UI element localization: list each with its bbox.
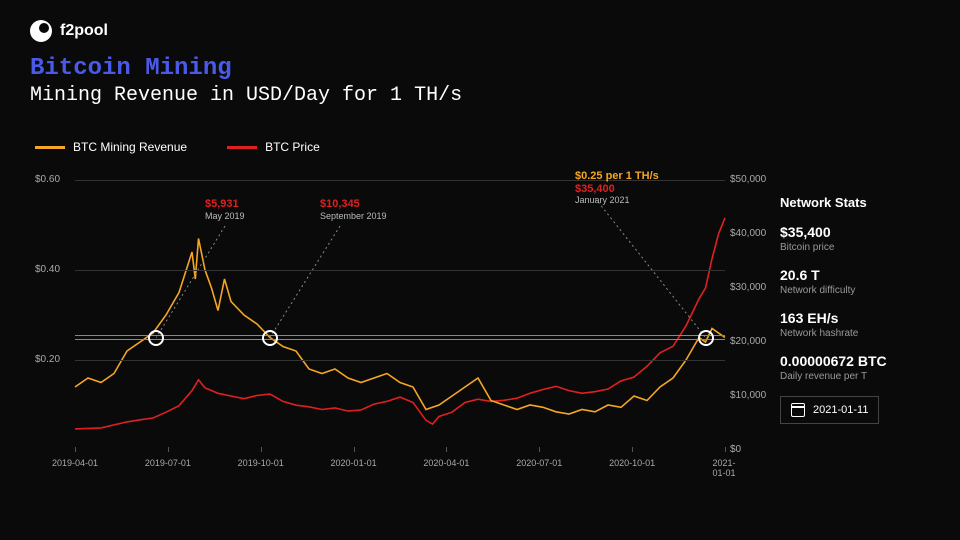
highlight-marker	[148, 330, 164, 346]
y-left-tick-label: $0.20	[35, 354, 60, 365]
brand-logo-icon	[30, 20, 52, 42]
legend-item-price: BTC Price	[227, 140, 320, 154]
highlight-marker	[698, 330, 714, 346]
title-sub: Mining Revenue in USD/Day for 1 TH/s	[30, 84, 462, 107]
brand-name: f2pool	[60, 22, 108, 40]
reference-line	[75, 339, 725, 340]
calendar-icon	[791, 403, 805, 417]
stat-hashrate: 163 EH/s Network hashrate	[780, 310, 930, 339]
stat-difficulty: 20.6 T Network difficulty	[780, 267, 930, 296]
y-left-tick-label: $0.60	[35, 174, 60, 185]
legend-label: BTC Price	[265, 140, 320, 154]
legend-swatch-revenue	[35, 146, 65, 149]
x-tick-label: 2020-10-01	[609, 458, 655, 468]
legend-item-revenue: BTC Mining Revenue	[35, 140, 187, 154]
y-right-tick-label: $0	[730, 444, 741, 455]
title-block: Bitcoin Mining Mining Revenue in USD/Day…	[30, 55, 462, 107]
snapshot-date: 2021-01-11	[780, 396, 879, 424]
x-tick	[168, 447, 169, 452]
highlight-marker	[262, 330, 278, 346]
chart-annotation: $5,931May 2019	[205, 198, 245, 221]
chart-svg	[30, 170, 750, 480]
stat-label: Daily revenue per T	[780, 371, 930, 382]
x-tick-label: 2020-04-01	[423, 458, 469, 468]
x-tick	[539, 447, 540, 452]
chart-area: $0.60$0.40$0.20$50,000$40,000$30,000$20,…	[30, 170, 750, 480]
annotation-leader	[270, 226, 340, 338]
stat-value: $35,400	[780, 224, 930, 240]
x-tick-label: 2021-01-01	[713, 458, 738, 478]
x-tick-label: 2019-10-01	[238, 458, 284, 468]
stat-value: 163 EH/s	[780, 310, 930, 326]
legend-label: BTC Mining Revenue	[73, 140, 187, 154]
series-line	[75, 239, 725, 415]
stat-value: 20.6 T	[780, 267, 930, 283]
stat-label: Network hashrate	[780, 328, 930, 339]
annotation-leader	[156, 226, 225, 338]
stat-daily-revenue: 0.00000672 BTC Daily revenue per T	[780, 353, 930, 382]
legend-swatch-price	[227, 146, 257, 149]
y-right-tick-label: $40,000	[730, 228, 766, 239]
stat-bitcoin-price: $35,400 Bitcoin price	[780, 224, 930, 253]
chart-legend: BTC Mining Revenue BTC Price	[35, 140, 320, 154]
y-right-tick-label: $30,000	[730, 282, 766, 293]
network-stats-panel: Network Stats $35,400 Bitcoin price 20.6…	[780, 195, 930, 424]
y-right-tick-label: $10,000	[730, 390, 766, 401]
y-right-tick-label: $20,000	[730, 336, 766, 347]
gridline	[75, 270, 725, 271]
gridline	[75, 360, 725, 361]
y-left-tick-label: $0.40	[35, 264, 60, 275]
stat-label: Network difficulty	[780, 285, 930, 296]
title-main: Bitcoin Mining	[30, 55, 462, 82]
stat-label: Bitcoin price	[780, 242, 930, 253]
stats-title: Network Stats	[780, 195, 930, 210]
x-tick	[446, 447, 447, 452]
x-tick	[75, 447, 76, 452]
series-line	[75, 218, 725, 429]
x-tick	[354, 447, 355, 452]
x-tick	[632, 447, 633, 452]
x-tick	[725, 447, 726, 452]
x-tick	[261, 447, 262, 452]
y-right-tick-label: $50,000	[730, 174, 766, 185]
x-tick-label: 2020-01-01	[331, 458, 377, 468]
x-tick-label: 2019-04-01	[52, 458, 98, 468]
annotation-leader	[595, 198, 706, 338]
reference-line	[75, 335, 725, 336]
date-value: 2021-01-11	[813, 404, 868, 416]
x-tick-label: 2019-07-01	[145, 458, 191, 468]
chart-annotation: $10,345September 2019	[320, 198, 387, 221]
brand-logo: f2pool	[30, 20, 108, 42]
x-tick-label: 2020-07-01	[516, 458, 562, 468]
stat-value: 0.00000672 BTC	[780, 353, 930, 369]
chart-annotation: $0.25 per 1 TH/s$35,400January 2021	[575, 170, 659, 206]
